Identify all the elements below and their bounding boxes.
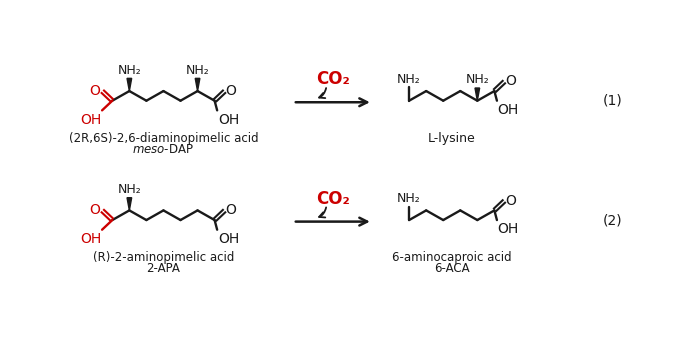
Text: (2): (2) bbox=[603, 213, 623, 227]
FancyArrowPatch shape bbox=[319, 207, 326, 217]
Text: O: O bbox=[225, 84, 237, 98]
Text: O: O bbox=[505, 74, 517, 88]
Text: OH: OH bbox=[498, 222, 519, 236]
Text: NH₂: NH₂ bbox=[466, 73, 489, 87]
Text: (1): (1) bbox=[603, 94, 623, 108]
Text: OH: OH bbox=[498, 103, 519, 117]
Text: O: O bbox=[90, 203, 101, 217]
Text: 6-ACA: 6-ACA bbox=[434, 262, 470, 275]
Text: L-lysine: L-lysine bbox=[428, 132, 475, 145]
Text: OH: OH bbox=[218, 232, 239, 246]
Text: CO₂: CO₂ bbox=[316, 189, 350, 208]
Polygon shape bbox=[127, 198, 132, 211]
Text: 2-APA: 2-APA bbox=[146, 262, 181, 275]
Text: OH: OH bbox=[218, 113, 239, 127]
Text: (R)-2-aminopimelic acid: (R)-2-aminopimelic acid bbox=[93, 251, 234, 264]
Polygon shape bbox=[127, 78, 132, 91]
Text: NH₂: NH₂ bbox=[118, 64, 141, 77]
Text: NH₂: NH₂ bbox=[118, 183, 141, 196]
Text: O: O bbox=[505, 194, 517, 208]
FancyArrowPatch shape bbox=[319, 88, 326, 98]
Text: $\it{meso}$-DAP: $\it{meso}$-DAP bbox=[132, 143, 194, 156]
Text: OH: OH bbox=[80, 113, 101, 127]
Text: (2R,6S)-2,6-diaminopimelic acid: (2R,6S)-2,6-diaminopimelic acid bbox=[69, 132, 258, 145]
Text: O: O bbox=[90, 84, 101, 98]
Text: 6-aminocaproic acid: 6-aminocaproic acid bbox=[392, 251, 512, 264]
Text: NH₂: NH₂ bbox=[186, 64, 209, 77]
Text: OH: OH bbox=[80, 232, 101, 246]
Polygon shape bbox=[475, 88, 480, 101]
Polygon shape bbox=[195, 78, 200, 91]
Text: NH₂: NH₂ bbox=[398, 73, 421, 86]
Text: NH₂: NH₂ bbox=[398, 192, 421, 205]
Text: CO₂: CO₂ bbox=[316, 70, 350, 88]
Text: O: O bbox=[225, 203, 237, 217]
